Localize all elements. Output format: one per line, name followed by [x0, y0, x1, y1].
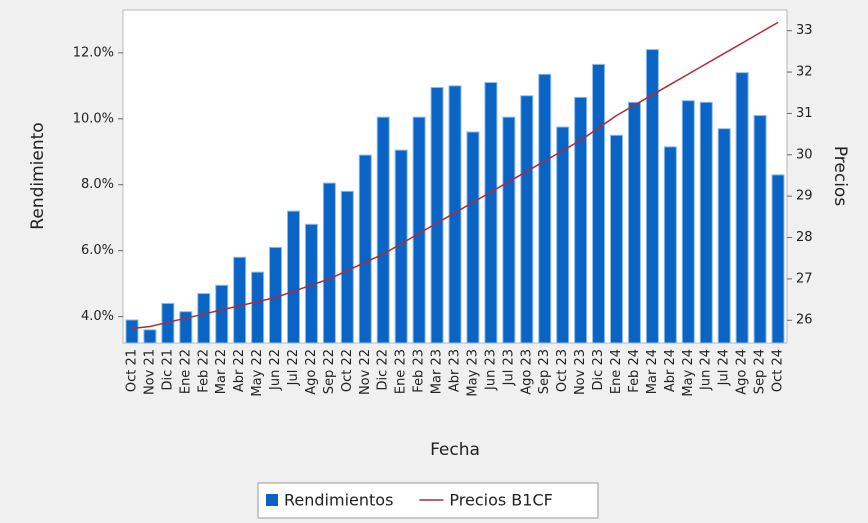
- bar: [645, 49, 659, 344]
- bar: [125, 319, 139, 344]
- y-tick-label: 8.0%: [81, 177, 114, 192]
- x-tick-label: May 22: [250, 349, 265, 397]
- y2-tick-label: 31: [796, 106, 813, 121]
- y-axis-title: Rendimiento: [28, 122, 48, 229]
- bar: [556, 126, 570, 344]
- x-tick-label: Sep 24: [753, 349, 768, 394]
- bar: [322, 182, 336, 344]
- bar: [215, 284, 229, 344]
- bar: [466, 131, 480, 344]
- x-tick-label: Ago 22: [304, 349, 319, 395]
- bar: [699, 101, 713, 344]
- x-tick-label: Abr 23: [448, 349, 463, 392]
- x-tick-label: Sep 23: [537, 349, 552, 394]
- bar: [197, 293, 211, 344]
- x-tick-label: Nov 23: [573, 349, 588, 395]
- x-tick-label: Mar 22: [214, 349, 229, 394]
- x-tick-label: Nov 22: [358, 349, 373, 395]
- bar: [448, 85, 462, 344]
- bar: [340, 190, 354, 344]
- bar: [502, 116, 516, 344]
- x-tick-label: Jun 22: [268, 349, 283, 391]
- x-tick-label: Ago 23: [519, 349, 534, 395]
- y-tick-label: 10.0%: [73, 111, 114, 126]
- bar: [412, 116, 426, 344]
- y-tick-label: 4.0%: [81, 309, 114, 324]
- y-tick-label: 12.0%: [73, 45, 114, 60]
- bar: [771, 174, 785, 344]
- x-tick-label: Jul 22: [286, 349, 301, 386]
- bar: [179, 311, 193, 344]
- x-tick-label: Jul 24: [717, 349, 732, 386]
- bar: [251, 271, 265, 344]
- x-tick-label: Sep 22: [322, 349, 337, 394]
- bar: [681, 100, 695, 344]
- x-tick-label: Feb 24: [627, 349, 642, 393]
- y2-tick-label: 30: [796, 147, 813, 162]
- bar: [627, 101, 641, 344]
- bar: [286, 210, 300, 344]
- x-axis-title: Fecha: [430, 440, 480, 460]
- x-tick-label: May 23: [465, 349, 480, 397]
- bar: [520, 95, 534, 344]
- bar: [663, 146, 677, 344]
- bar: [484, 82, 498, 344]
- y2-tick-label: 33: [796, 23, 813, 38]
- bar: [143, 329, 157, 344]
- x-tick-label: Mar 24: [645, 349, 660, 394]
- y2-tick-label: 27: [796, 271, 813, 286]
- x-tick-label: Abr 22: [232, 349, 247, 392]
- x-tick-label: Ago 24: [735, 349, 750, 395]
- bar: [376, 116, 390, 344]
- x-tick-label: Dic 23: [591, 349, 606, 390]
- bar: [538, 73, 552, 344]
- bar: [610, 134, 624, 344]
- x-tick-label: Nov 21: [142, 349, 157, 395]
- x-tick-label: Jun 23: [483, 349, 498, 391]
- bar: [592, 63, 606, 344]
- legend-label: Rendimientos: [284, 491, 393, 510]
- x-tick-label: Ene 23: [394, 349, 409, 394]
- legend-label: Precios B1CF: [449, 491, 552, 510]
- y2-tick-label: 28: [796, 230, 813, 245]
- bar: [358, 154, 372, 344]
- bar: [717, 128, 731, 344]
- x-tick-label: Ene 24: [609, 349, 624, 394]
- x-tick-label: Oct 21: [124, 349, 139, 392]
- y2-axis-title: Precios: [830, 146, 850, 206]
- bar: [430, 86, 444, 344]
- legend-swatch: [266, 494, 278, 506]
- x-tick-label: Oct 22: [340, 349, 355, 392]
- x-tick-label: Mar 23: [430, 349, 445, 394]
- bar: [753, 115, 767, 344]
- bar: [735, 72, 749, 344]
- bar: [574, 96, 588, 344]
- x-tick-label: Abr 24: [663, 349, 678, 392]
- y-tick-label: 6.0%: [81, 243, 114, 258]
- x-tick-label: Jun 24: [699, 349, 714, 391]
- x-tick-label: Jul 23: [501, 349, 516, 386]
- x-tick-label: Dic 21: [160, 349, 175, 390]
- x-tick-label: Feb 22: [196, 349, 211, 393]
- x-tick-label: May 24: [681, 349, 696, 397]
- price-line: [131, 21, 779, 330]
- y2-tick-label: 32: [796, 65, 813, 80]
- x-tick-label: Oct 23: [555, 349, 570, 392]
- x-tick-label: Oct 24: [771, 349, 786, 392]
- y2-tick-label: 29: [796, 189, 813, 204]
- x-tick-label: Ene 22: [178, 349, 193, 394]
- bar: [233, 256, 247, 344]
- y2-tick-label: 26: [796, 313, 813, 328]
- x-tick-label: Feb 23: [412, 349, 427, 393]
- bar: [269, 246, 283, 344]
- x-tick-label: Dic 22: [376, 349, 391, 390]
